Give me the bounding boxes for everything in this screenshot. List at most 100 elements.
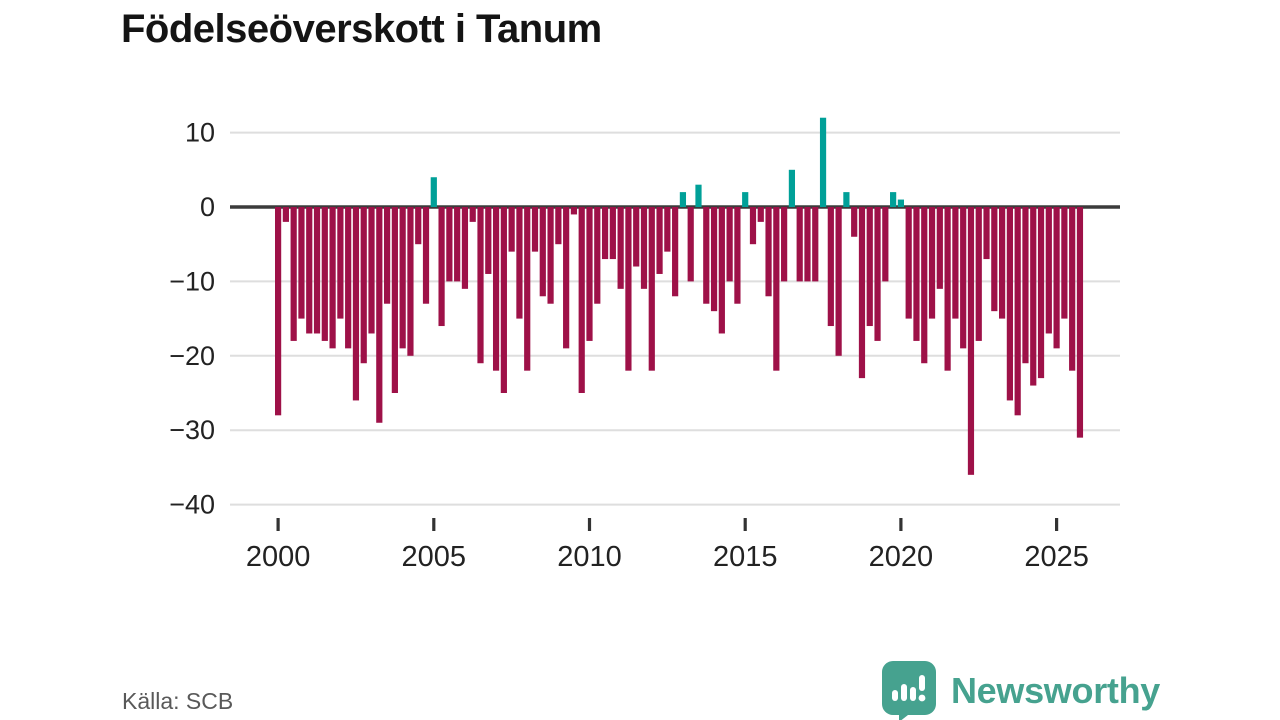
bar-2002Q3 [352,207,360,401]
bar-2020Q3 [913,207,920,341]
bar-2010Q1 [586,207,593,341]
bar-2020Q2 [905,207,912,319]
bar-2005Q3 [446,207,453,282]
bar-2018Q2 [843,192,850,207]
bar-2001Q4 [329,207,336,349]
bar-2018Q3 [851,207,858,237]
bar-2022Q4 [983,207,990,260]
bar-2017Q3 [819,117,827,207]
bar-2018Q4 [858,207,866,379]
bar-2004Q4 [422,207,430,304]
bar-2003Q1 [368,207,375,334]
bar-2015Q3 [757,207,764,222]
bar-2016Q3 [788,169,796,207]
bar-2024Q2 [1030,207,1037,386]
bar-2011Q4 [640,207,648,289]
bar-2000Q4 [298,207,305,319]
bar-2009Q2 [563,207,570,349]
x-axis-year-label: 2025 [1024,541,1089,573]
y-axis-tick-label: −30 [169,415,215,445]
y-axis-tick-label: 10 [185,118,215,148]
bar-2012Q1 [648,207,655,371]
bar-2024Q1 [1022,207,1029,364]
bar-2003Q3 [383,207,391,304]
bar-2002Q1 [337,207,344,319]
bar-2004Q2 [407,207,414,356]
bar-2024Q3 [1037,207,1045,379]
x-axis-year-label: 2000 [246,541,311,573]
bar-2002Q2 [345,207,352,349]
bar-2007Q3 [508,207,515,252]
bar-2022Q1 [960,207,967,349]
bar-2015Q1 [742,192,749,207]
page-title: Födelseöverskott i Tanum [121,7,602,51]
bar-2014Q1 [710,207,718,312]
bar-2014Q2 [718,207,725,334]
bar-2021Q1 [928,207,936,319]
bar-2016Q1 [773,207,780,371]
bar-2016Q2 [781,207,788,282]
bar-2023Q2 [999,207,1006,319]
bar-2007Q4 [516,207,523,319]
bar-2020Q4 [921,207,928,364]
bar-2025Q2 [1061,207,1068,319]
bar-2008Q3 [539,207,546,297]
bar-2012Q2 [656,207,663,274]
bar-2013Q2 [687,207,694,282]
bar-2008Q1 [524,207,531,371]
bar-2011Q3 [633,207,640,267]
bar-2017Q1 [804,207,811,282]
bar-2004Q1 [399,207,406,349]
bar-2016Q4 [796,207,803,282]
bar-2013Q1 [679,192,687,207]
y-axis-tick-label: −40 [169,490,215,520]
bar-2006Q3 [477,207,484,364]
x-axis-year-label: 2005 [402,541,467,573]
x-axis-year-label: 2010 [557,541,622,573]
bar-2010Q4 [609,207,616,260]
y-axis-tick-label: 0 [200,192,215,222]
bar-2013Q4 [703,207,710,304]
bar-2005Q1 [430,177,437,207]
bar-2001Q3 [321,207,328,341]
newsworthy-wordmark: Newsworthy [950,670,1160,711]
bar-2019Q2 [874,207,881,341]
bar-2010Q2 [594,207,601,304]
bar-2000Q2 [282,207,289,222]
y-axis-tick-label: −20 [169,341,215,371]
newsworthy-logo: Newsworthy [881,661,1160,720]
bar-2014Q3 [726,207,733,282]
bar-2012Q4 [672,207,679,297]
bar-2006Q4 [485,207,492,274]
bar-2009Q3 [570,207,578,215]
bar-2011Q1 [617,207,624,289]
bar-2009Q1 [555,207,562,245]
x-axis-year-label: 2020 [869,541,934,573]
bar-2023Q1 [991,207,998,312]
bar-2009Q4 [578,207,585,393]
bar-2023Q3 [1006,207,1013,401]
bar-2000Q1 [275,207,282,416]
bar-2025Q4 [1076,207,1084,438]
bar-2005Q4 [454,207,461,282]
bar-2022Q2 [967,207,975,475]
bar-2001Q2 [313,207,321,334]
bar-2006Q1 [461,207,469,289]
x-axis-year-label: 2015 [713,541,778,573]
bar-2011Q2 [625,207,632,371]
bar-2007Q2 [500,207,507,393]
bar-2020Q1 [897,199,904,207]
bar-2025Q1 [1053,207,1060,349]
bar-2017Q4 [827,207,834,327]
bar-2014Q4 [734,207,741,304]
bar-2019Q4 [890,192,897,207]
bar-2019Q3 [882,207,889,282]
bar-2005Q2 [438,207,445,327]
bar-2019Q1 [866,207,873,327]
bar-2023Q4 [1014,207,1021,416]
bar-2008Q2 [531,207,539,252]
bar-2015Q2 [749,207,757,245]
bar-2015Q4 [765,207,772,297]
